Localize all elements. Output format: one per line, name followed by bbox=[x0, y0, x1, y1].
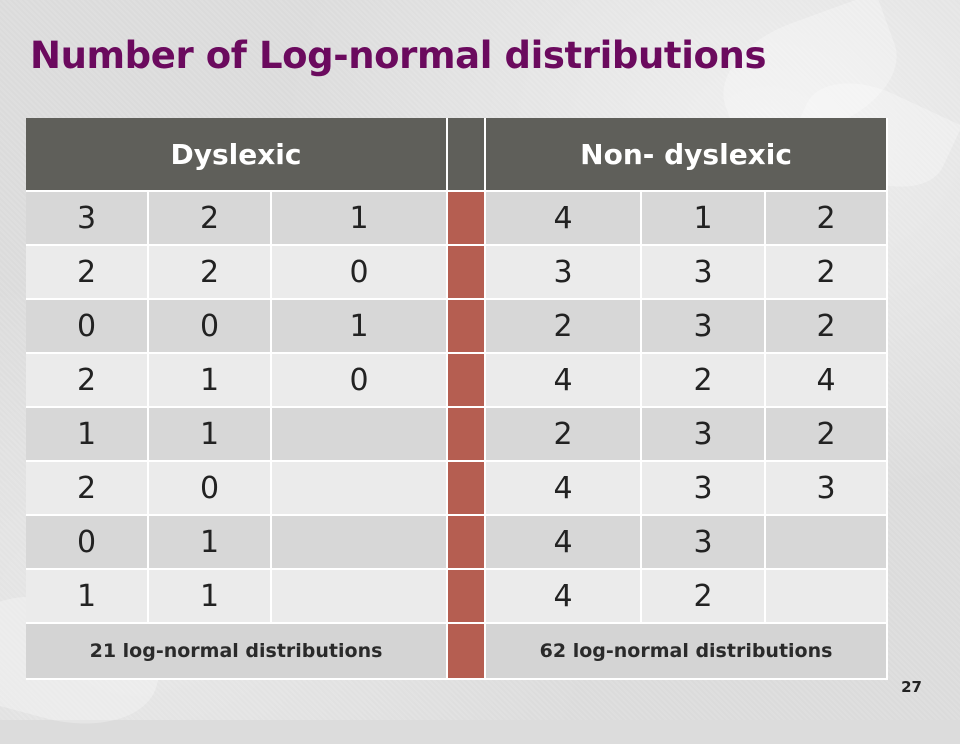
non-dyslexic-cell: 4 bbox=[486, 570, 643, 624]
non-dyslexic-cell: 2 bbox=[486, 408, 643, 462]
non-dyslexic-cell: 2 bbox=[642, 570, 767, 624]
non-dyslexic-cell: 3 bbox=[486, 246, 643, 300]
column-divider bbox=[448, 192, 487, 246]
dyslexic-cell: 2 bbox=[26, 354, 149, 408]
column-divider bbox=[448, 570, 487, 624]
dyslexic-cell: 0 bbox=[272, 246, 449, 300]
dyslexic-cell: 2 bbox=[26, 462, 149, 516]
non-dyslexic-cell: 2 bbox=[766, 408, 889, 462]
dyslexic-cell: 2 bbox=[149, 246, 272, 300]
slide-title: Number of Log-normal distributions bbox=[30, 34, 767, 77]
dyslexic-cell bbox=[272, 408, 449, 462]
non-dyslexic-cell: 3 bbox=[642, 462, 767, 516]
dyslexic-cell: 0 bbox=[26, 516, 149, 570]
header-divider bbox=[448, 118, 487, 192]
dyslexic-cell: 1 bbox=[272, 300, 449, 354]
header-non-dyslexic: Non- dyslexic bbox=[486, 118, 889, 192]
dyslexic-cell: 1 bbox=[26, 570, 149, 624]
non-dyslexic-cell: 1 bbox=[642, 192, 767, 246]
header-row: Dyslexic Non- dyslexic bbox=[26, 118, 889, 192]
non-dyslexic-cell: 2 bbox=[766, 300, 889, 354]
column-divider bbox=[448, 246, 487, 300]
non-dyslexic-cell: 4 bbox=[486, 354, 643, 408]
column-divider bbox=[448, 516, 487, 570]
column-divider bbox=[448, 408, 487, 462]
dyslexic-cell: 1 bbox=[149, 408, 272, 462]
totals-row: 21 log-normal distributions 62 log-normal… bbox=[26, 624, 889, 680]
dyslexic-cell: 0 bbox=[149, 300, 272, 354]
dyslexic-cell bbox=[272, 516, 449, 570]
dyslexic-cell: 1 bbox=[149, 354, 272, 408]
dyslexic-cell: 1 bbox=[26, 408, 149, 462]
non-dyslexic-cell: 4 bbox=[766, 354, 889, 408]
column-divider bbox=[448, 624, 487, 680]
non-dyslexic-total: 62 log-normal distributions bbox=[486, 624, 889, 680]
non-dyslexic-cell bbox=[766, 516, 889, 570]
dyslexic-cell: 2 bbox=[149, 192, 272, 246]
non-dyslexic-cell: 2 bbox=[766, 192, 889, 246]
dyslexic-cell bbox=[272, 570, 449, 624]
non-dyslexic-cell: 4 bbox=[486, 192, 643, 246]
non-dyslexic-cell bbox=[766, 570, 889, 624]
non-dyslexic-cell: 3 bbox=[642, 246, 767, 300]
non-dyslexic-cell: 2 bbox=[486, 300, 643, 354]
column-divider bbox=[448, 354, 487, 408]
header-dyslexic: Dyslexic bbox=[26, 118, 449, 192]
non-dyslexic-cell: 4 bbox=[486, 516, 643, 570]
dyslexic-cell: 1 bbox=[149, 570, 272, 624]
dyslexic-cell: 3 bbox=[26, 192, 149, 246]
non-dyslexic-cell: 3 bbox=[642, 300, 767, 354]
non-dyslexic-cell: 3 bbox=[766, 462, 889, 516]
dyslexic-total: 21 log-normal distributions bbox=[26, 624, 449, 680]
non-dyslexic-cell: 2 bbox=[766, 246, 889, 300]
column-divider bbox=[448, 462, 487, 516]
column-divider bbox=[448, 300, 487, 354]
non-dyslexic-cell: 2 bbox=[642, 354, 767, 408]
non-dyslexic-cell: 3 bbox=[642, 516, 767, 570]
dyslexic-cell: 1 bbox=[272, 192, 449, 246]
dyslexic-cell: 2 bbox=[26, 246, 149, 300]
dyslexic-cell: 0 bbox=[26, 300, 149, 354]
page-number: 27 bbox=[901, 678, 922, 696]
dyslexic-cell bbox=[272, 462, 449, 516]
non-dyslexic-cell: 4 bbox=[486, 462, 643, 516]
dyslexic-cell: 0 bbox=[149, 462, 272, 516]
dyslexic-cell: 0 bbox=[272, 354, 449, 408]
non-dyslexic-cell: 3 bbox=[642, 408, 767, 462]
dyslexic-cell: 1 bbox=[149, 516, 272, 570]
